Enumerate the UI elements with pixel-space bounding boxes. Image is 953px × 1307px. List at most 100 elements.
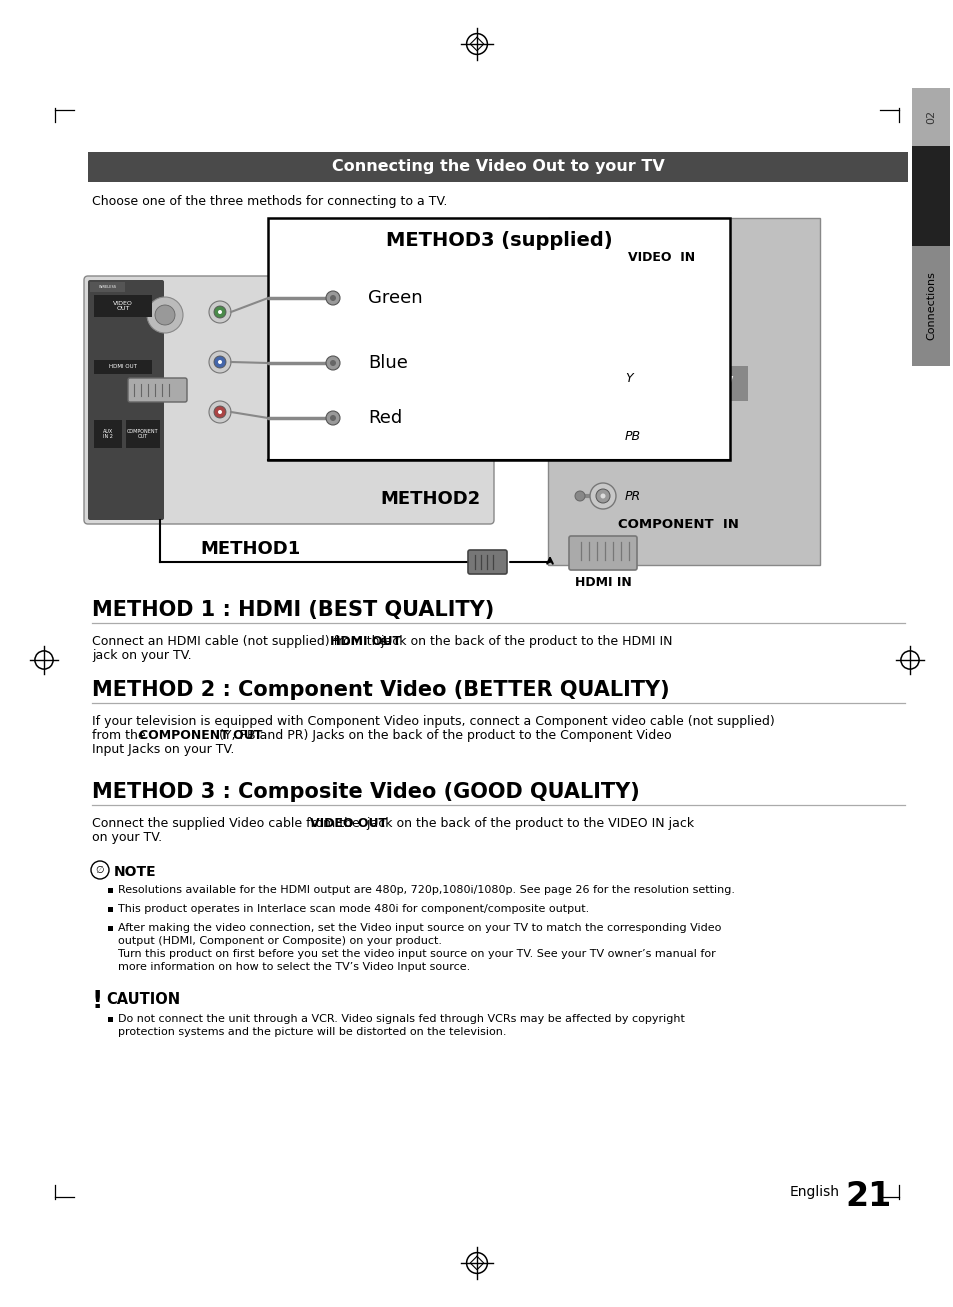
Text: METHOD2: METHOD2	[379, 490, 479, 508]
Text: COMPONENT
OUT: COMPONENT OUT	[127, 429, 158, 439]
Text: TV: TV	[711, 375, 734, 391]
Circle shape	[209, 401, 231, 423]
Circle shape	[599, 375, 605, 380]
Text: This product operates in Interlace scan mode 480i for component/composite output: This product operates in Interlace scan …	[118, 904, 589, 914]
FancyBboxPatch shape	[84, 276, 494, 524]
Circle shape	[326, 356, 339, 370]
Circle shape	[589, 260, 616, 286]
Circle shape	[596, 489, 609, 503]
Circle shape	[575, 268, 584, 278]
Circle shape	[209, 352, 231, 372]
Text: VIDEO
OUT: VIDEO OUT	[113, 301, 132, 311]
Text: more information on how to select the TV’s Video Input source.: more information on how to select the TV…	[118, 962, 470, 972]
Text: !: !	[91, 989, 103, 1013]
Text: Red: Red	[368, 409, 402, 427]
Circle shape	[589, 484, 616, 508]
Text: NOTE: NOTE	[113, 865, 156, 880]
FancyBboxPatch shape	[911, 246, 949, 366]
FancyBboxPatch shape	[126, 420, 160, 448]
FancyBboxPatch shape	[94, 295, 152, 318]
FancyBboxPatch shape	[108, 1017, 112, 1022]
Circle shape	[218, 310, 222, 314]
FancyBboxPatch shape	[88, 280, 164, 520]
Circle shape	[326, 410, 339, 425]
Text: METHOD 3 : Composite Video (GOOD QUALITY): METHOD 3 : Composite Video (GOOD QUALITY…	[91, 782, 639, 802]
FancyBboxPatch shape	[468, 550, 506, 574]
Circle shape	[599, 434, 605, 439]
Text: Connections: Connections	[925, 272, 935, 340]
FancyBboxPatch shape	[90, 282, 125, 291]
FancyBboxPatch shape	[108, 887, 112, 893]
Text: COMPONENT OUT: COMPONENT OUT	[138, 729, 262, 742]
Text: PR: PR	[624, 490, 640, 502]
Text: Connect an HDMI cable (not supplied) from the: Connect an HDMI cable (not supplied) fro…	[91, 635, 391, 648]
Text: HDMI IN: HDMI IN	[574, 576, 631, 589]
FancyBboxPatch shape	[568, 536, 637, 570]
FancyBboxPatch shape	[911, 146, 949, 246]
Circle shape	[330, 359, 335, 366]
Circle shape	[599, 494, 605, 498]
Text: 02: 02	[925, 110, 935, 124]
Text: Do not connect the unit through a VCR. Video signals fed through VCRs may be aff: Do not connect the unit through a VCR. V…	[118, 1014, 684, 1023]
Text: WIRELESS: WIRELESS	[99, 285, 117, 289]
Text: Connecting the Video Out to your TV: Connecting the Video Out to your TV	[332, 159, 663, 175]
Text: jack on the back of the product to the VIDEO IN jack: jack on the back of the product to the V…	[362, 817, 693, 830]
Text: English: English	[789, 1185, 840, 1199]
Circle shape	[213, 306, 226, 318]
Text: jack on your TV.: jack on your TV.	[91, 650, 192, 663]
FancyBboxPatch shape	[94, 420, 122, 448]
Circle shape	[154, 305, 174, 325]
Circle shape	[596, 371, 609, 386]
Circle shape	[326, 291, 339, 305]
Circle shape	[213, 406, 226, 418]
Text: COMPONENT  IN: COMPONENT IN	[618, 518, 739, 531]
Circle shape	[218, 359, 222, 365]
Text: jack on the back of the product to the HDMI IN: jack on the back of the product to the H…	[377, 635, 672, 648]
Text: Green: Green	[368, 289, 422, 307]
Text: VIDEO  IN: VIDEO IN	[627, 251, 695, 264]
Circle shape	[589, 423, 616, 450]
Text: VIDEO OUT: VIDEO OUT	[309, 817, 386, 830]
Text: METHOD 2 : Component Video (BETTER QUALITY): METHOD 2 : Component Video (BETTER QUALI…	[91, 680, 669, 701]
Circle shape	[575, 372, 584, 383]
Text: (Y, PB and PR) Jacks on the back of the product to the Component Video: (Y, PB and PR) Jacks on the back of the …	[215, 729, 671, 742]
Text: from the: from the	[91, 729, 150, 742]
FancyBboxPatch shape	[911, 88, 949, 146]
Circle shape	[599, 271, 605, 276]
Circle shape	[209, 301, 231, 323]
Circle shape	[596, 267, 609, 280]
Text: Resolutions available for the HDMI output are 480p, 720p,1080i/1080p. See page 2: Resolutions available for the HDMI outpu…	[118, 885, 734, 895]
Text: Blue: Blue	[368, 354, 408, 372]
Text: AUX
IN 2: AUX IN 2	[103, 429, 113, 439]
Circle shape	[575, 431, 584, 440]
Text: 21: 21	[845, 1180, 891, 1213]
Circle shape	[218, 410, 222, 414]
Circle shape	[330, 416, 335, 421]
Text: Choose one of the three methods for connecting to a TV.: Choose one of the three methods for conn…	[91, 195, 447, 208]
FancyBboxPatch shape	[698, 366, 747, 401]
Text: METHOD3 (supplied): METHOD3 (supplied)	[385, 230, 612, 250]
Text: protection systems and the picture will be distorted on the television.: protection systems and the picture will …	[118, 1027, 506, 1036]
Text: After making the video connection, set the Video input source on your TV to matc: After making the video connection, set t…	[118, 923, 720, 933]
Text: Y: Y	[624, 371, 632, 384]
Circle shape	[575, 491, 584, 501]
FancyBboxPatch shape	[547, 218, 820, 565]
Text: HDMI OUT: HDMI OUT	[330, 635, 401, 648]
Circle shape	[147, 297, 183, 333]
FancyBboxPatch shape	[268, 218, 729, 460]
FancyBboxPatch shape	[94, 359, 152, 374]
Circle shape	[589, 365, 616, 391]
Text: ∅: ∅	[95, 865, 104, 874]
Text: Turn this product on first before you set the video input source on your TV. See: Turn this product on first before you se…	[118, 949, 715, 959]
Text: PB: PB	[624, 430, 640, 443]
Text: CAUTION: CAUTION	[106, 992, 180, 1006]
FancyBboxPatch shape	[128, 378, 187, 403]
Circle shape	[596, 429, 609, 443]
Text: output (HDMI, Component or Composite) on your product.: output (HDMI, Component or Composite) on…	[118, 936, 441, 946]
FancyBboxPatch shape	[108, 925, 112, 931]
Text: If your television is equipped with Component Video inputs, connect a Component : If your television is equipped with Comp…	[91, 715, 774, 728]
FancyBboxPatch shape	[88, 152, 907, 182]
Text: Input Jacks on your TV.: Input Jacks on your TV.	[91, 742, 234, 755]
Circle shape	[213, 356, 226, 369]
Text: METHOD 1 : HDMI (BEST QUALITY): METHOD 1 : HDMI (BEST QUALITY)	[91, 600, 494, 620]
